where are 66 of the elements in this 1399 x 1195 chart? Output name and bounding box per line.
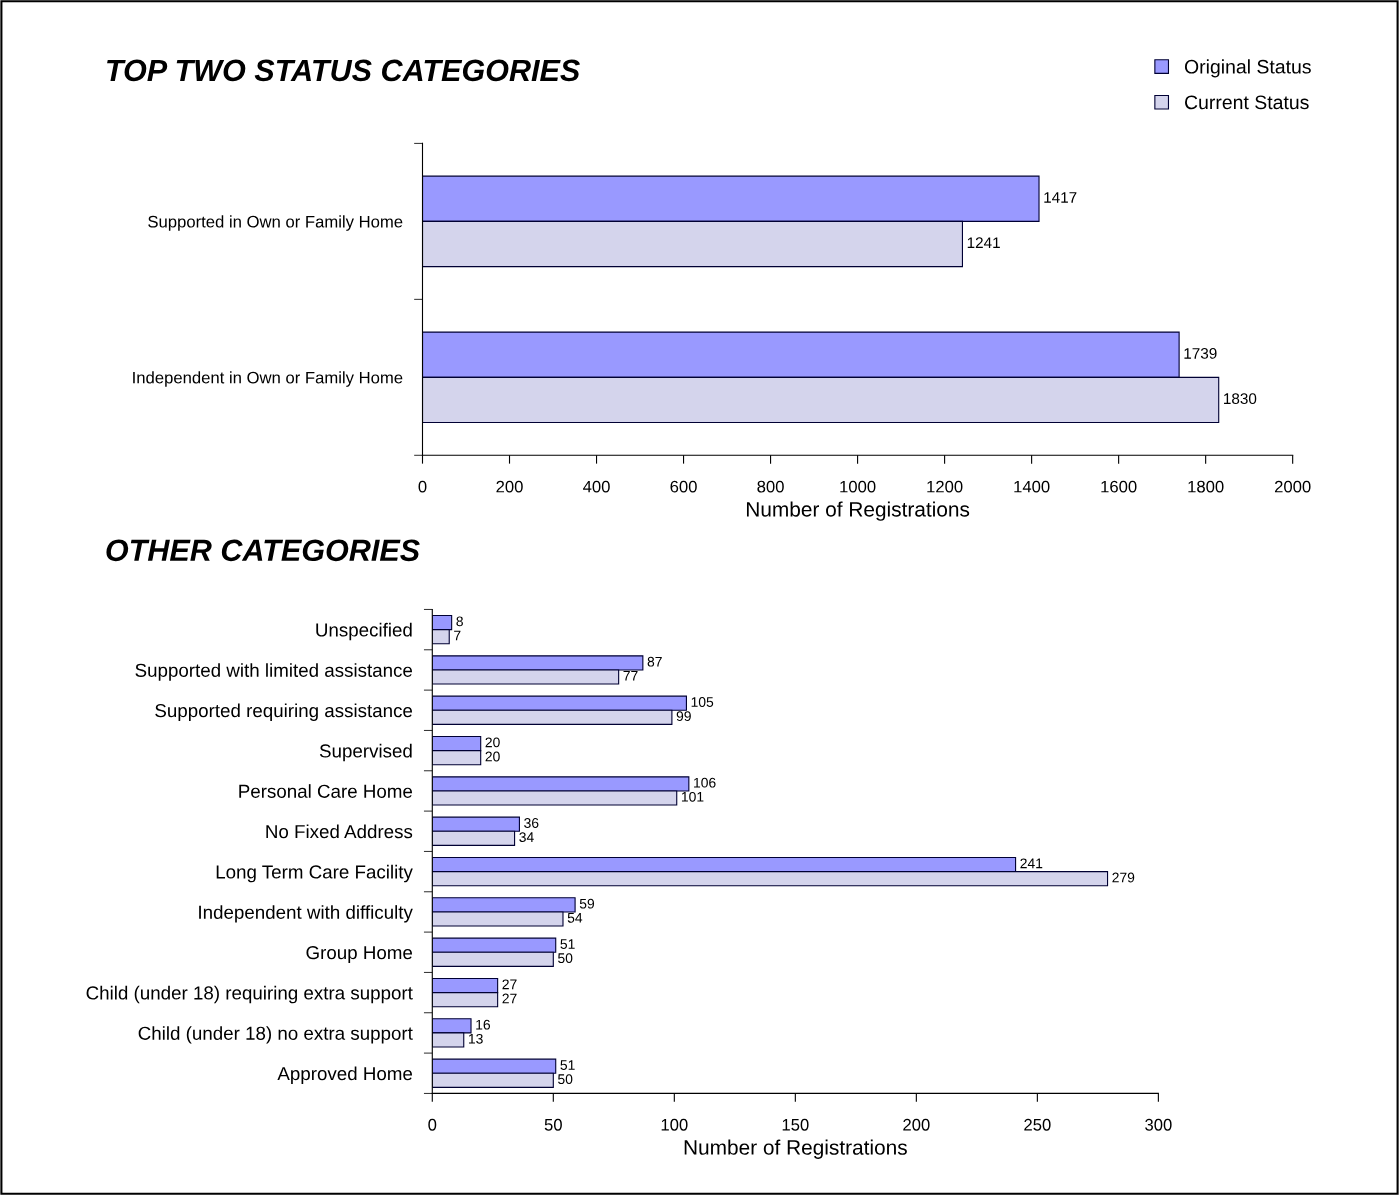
- data-label: 36: [524, 818, 539, 828]
- x-tick-label: 200: [496, 480, 523, 493]
- y-tick-label: Child (under 18) no extra support: [138, 1026, 413, 1044]
- x-tick-label: 800: [757, 480, 784, 493]
- x-tick-label: 0: [418, 480, 427, 493]
- x-tick-label: 200: [903, 1118, 930, 1131]
- x-tick-label: 300: [1145, 1118, 1172, 1131]
- y-tick-label: Group Home: [306, 945, 413, 963]
- y-tick-label: Supported with limited assistance: [135, 663, 413, 681]
- y-tick-label: Supervised: [319, 743, 412, 762]
- y-tick-label: No Fixed Address: [266, 824, 413, 839]
- y-tick-label: Long Term Care Facility: [216, 864, 413, 883]
- data-label: 87: [647, 656, 662, 667]
- data-label: 77: [623, 671, 638, 681]
- data-label: 241: [1020, 858, 1043, 869]
- x-axis-title: Number of Registrations: [684, 1139, 907, 1159]
- data-label: 16: [476, 1019, 491, 1030]
- y-tick-label: Independent in Own or Family Home: [133, 371, 403, 387]
- x-tick-label: 0: [428, 1118, 437, 1131]
- x-tick-label: 100: [661, 1118, 688, 1131]
- data-label: 8: [456, 616, 463, 627]
- data-label: 50: [558, 953, 573, 964]
- x-tick-label: 400: [583, 480, 610, 493]
- data-label: 101: [681, 791, 704, 802]
- data-label: 1830: [1224, 393, 1257, 405]
- y-tick-label: Supported in Own or Family Home: [148, 215, 403, 231]
- chart-title: OTHER CATEGORIES: [106, 539, 420, 562]
- data-label: 1417: [1044, 192, 1077, 203]
- data-label: 51: [560, 939, 575, 949]
- x-tick-label: 600: [670, 480, 697, 493]
- data-label: 1739: [1184, 347, 1217, 359]
- data-label: 7: [454, 630, 461, 641]
- y-tick-label: Child (under 18) requiring extra support: [86, 985, 413, 1004]
- data-label: 54: [567, 913, 583, 923]
- y-tick-label: Unspecified: [316, 622, 412, 641]
- data-label: 20: [485, 737, 500, 748]
- x-tick-label: 1000: [840, 480, 876, 493]
- data-label: 59: [579, 898, 595, 909]
- data-label: 50: [558, 1074, 573, 1085]
- x-tick-label: 1600: [1101, 480, 1137, 493]
- data-label: 1241: [967, 237, 1000, 248]
- data-label: 105: [691, 697, 714, 707]
- data-label: 51: [560, 1060, 575, 1070]
- y-tick-label: Approved Home: [277, 1066, 413, 1084]
- x-axis-title: Number of Registrations: [746, 501, 970, 521]
- x-tick-label: 250: [1024, 1118, 1051, 1131]
- data-label: 106: [694, 777, 716, 788]
- x-tick-label: 2000: [1274, 480, 1311, 493]
- x-tick-label: 1400: [1014, 480, 1050, 493]
- chart-title: TOP TWO STATUS CATEGORIES: [107, 59, 580, 82]
- data-label: 13: [468, 1033, 483, 1044]
- data-label: 27: [502, 993, 517, 1004]
- data-label: 20: [485, 751, 500, 762]
- x-tick-label: 50: [544, 1118, 562, 1131]
- data-label: 27: [502, 979, 517, 990]
- y-tick-label: Supported requiring assistance: [155, 703, 413, 721]
- data-label: 34: [519, 832, 534, 843]
- y-tick-label: Independent with difficulty: [199, 905, 413, 923]
- data-label: 99: [676, 711, 691, 722]
- legend-label: Original Status: [1184, 59, 1311, 78]
- x-tick-label: 150: [782, 1118, 809, 1131]
- x-tick-label: 1200: [927, 480, 963, 493]
- data-label: 279: [1112, 872, 1135, 883]
- legend-label: Current Status: [1185, 95, 1309, 110]
- x-tick-label: 1800: [1188, 480, 1224, 493]
- y-tick-label: Personal Care Home: [239, 784, 413, 798]
